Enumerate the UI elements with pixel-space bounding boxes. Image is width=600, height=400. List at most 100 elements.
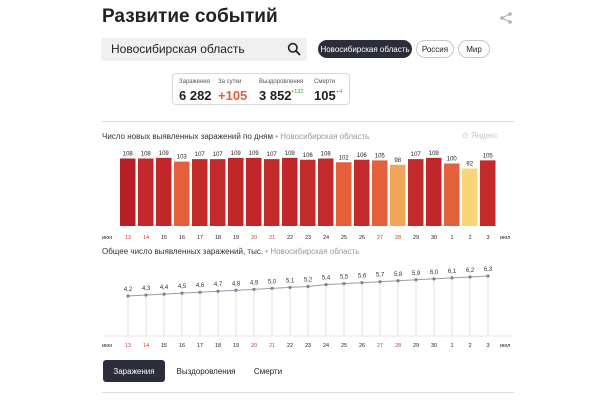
x-tick-label: 22 (287, 343, 293, 348)
bar (372, 160, 388, 226)
x-tick-label: 15 (161, 343, 167, 348)
x-end-label: июл (500, 343, 510, 348)
point-value-label: 4,6 (196, 283, 205, 289)
x-tick-label: 14 (143, 343, 149, 348)
tab-deaths[interactable]: Смерти (253, 366, 283, 376)
deaths-label: Смерти (314, 79, 336, 85)
region-russia-button[interactable]: Россия (416, 40, 454, 58)
daily-infections-bar-chart: 108 108 109 103 107 107 109 109 107 109 106 108 102 1… (102, 151, 510, 241)
point (306, 284, 310, 289)
x-tick-label: 18 (215, 343, 221, 348)
recoveries-delta: +132 (291, 89, 304, 95)
bar (192, 159, 208, 226)
x-tick-label: 15 (161, 235, 167, 241)
x-tick-label: 30 (431, 343, 437, 348)
bar (210, 159, 226, 226)
x-tick-label: 13 (125, 343, 131, 348)
point-value-label: 4,7 (214, 282, 223, 288)
x-tick-label: 16 (179, 343, 185, 348)
bar-value-label: 107 (195, 152, 206, 158)
point-value-label: 6,0 (430, 270, 439, 276)
x-tick-label: 20 (251, 235, 257, 241)
x-tick-label: 3 (486, 343, 489, 348)
tab-recoveries[interactable]: Выздоровления (176, 366, 236, 376)
bar-value-label: 108 (321, 152, 332, 158)
bar (408, 159, 424, 226)
bar-value-label: 103 (177, 155, 188, 161)
point (162, 292, 166, 296)
x-tick-label: 23 (305, 235, 311, 241)
x-tick-label: 30 (431, 235, 437, 241)
bar-value-label: 107 (411, 152, 422, 158)
point (198, 290, 202, 294)
chart2-title-text: Общее число выявленных заражений, тыс. (102, 247, 264, 256)
search-icon[interactable] (287, 42, 301, 56)
x-tick-label: 28 (395, 235, 401, 241)
point (396, 279, 400, 283)
region-novosibirsk-button[interactable]: Новосибирская область (318, 40, 412, 58)
x-tick-label: 20 (251, 343, 257, 348)
x-tick-label: 19 (233, 235, 239, 241)
bar (246, 157, 262, 226)
point (270, 286, 274, 290)
x-tick-label: 27 (377, 343, 383, 348)
point-value-label: 5,0 (268, 279, 277, 285)
page-title: Развитие событий (102, 6, 278, 27)
yandex-watermark: ⊙ Яндекс (462, 131, 498, 140)
point (378, 280, 382, 284)
point-value-label: 4,9 (250, 280, 259, 286)
region-world-button[interactable]: Мир (458, 40, 490, 58)
share-icon[interactable] (498, 10, 514, 26)
point (144, 293, 148, 297)
bar-value-label: 109 (429, 151, 440, 157)
point (234, 288, 238, 292)
bottom-divider (102, 392, 514, 393)
bar (444, 163, 460, 226)
x-tick-label: 1 (450, 343, 453, 348)
bar (390, 164, 406, 226)
yandex-watermark-text: Яндекс (470, 131, 498, 140)
x-tick-label: 1 (450, 235, 453, 241)
tab-infections[interactable]: Заражения (103, 360, 165, 382)
bar (336, 162, 352, 226)
point (252, 287, 256, 291)
search-input[interactable]: Новосибирская область (101, 38, 307, 61)
x-tick-label: 17 (197, 235, 203, 241)
point-value-label: 4,2 (124, 287, 133, 293)
x-tick-label: 2 (468, 235, 471, 241)
bar-value-label: 102 (339, 155, 350, 161)
x-start-label: июн (102, 235, 112, 241)
bar-value-label: 105 (483, 153, 494, 159)
point (450, 276, 454, 280)
x-tick-label: 2 (468, 343, 471, 348)
bar-value-label: 109 (231, 151, 242, 157)
bar-value-label: 98 (394, 158, 401, 164)
bar (228, 157, 244, 226)
point-value-label: 6,3 (484, 267, 493, 273)
per-day-value: +105 (218, 88, 248, 103)
point-value-label: 5,6 (358, 274, 367, 280)
total-infections-line-chart: 4,2 4,3 4,4 4,5 4,6 4,7 4,8 4,9 5,0 5,1 5,2 5,4 5,5 5… (102, 267, 514, 348)
point-value-label: 4,3 (142, 286, 151, 292)
bar (300, 159, 316, 226)
x-tick-label: 25 (341, 343, 347, 348)
bar-value-label: 106 (357, 153, 368, 159)
bar (318, 158, 334, 226)
bar (264, 159, 280, 226)
x-tick-label: 3 (486, 235, 489, 241)
bar-value-label: 109 (159, 151, 170, 157)
bar-value-label: 106 (303, 153, 314, 159)
bar-value-label: 100 (447, 157, 458, 163)
bar (462, 168, 478, 226)
point (360, 281, 364, 285)
point-value-label: 5,1 (286, 278, 295, 284)
bar (282, 157, 298, 226)
bar-value-label: 107 (267, 152, 278, 158)
point-value-label: 5,9 (412, 271, 421, 277)
point-value-label: 6,1 (448, 269, 457, 275)
bar-value-label: 108 (123, 152, 134, 158)
x-tick-label: 18 (215, 235, 221, 241)
x-tick-label: 23 (305, 343, 311, 348)
bar (426, 157, 442, 226)
chart2-title: Общее число выявленных заражений, тыс. •… (102, 247, 360, 256)
